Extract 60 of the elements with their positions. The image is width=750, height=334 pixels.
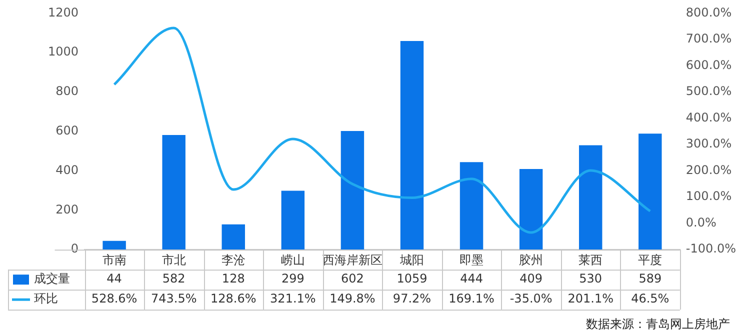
data-label: 299 <box>281 272 304 286</box>
legend-label: 环比 <box>34 292 58 306</box>
y-tick-label: 600 <box>56 124 79 138</box>
y2-tick-label: 100.0% <box>686 189 732 204</box>
data-label: 128.6% <box>210 292 256 306</box>
bar <box>162 134 186 250</box>
y2-tick-label: 200.0% <box>686 162 732 177</box>
bar <box>400 40 424 250</box>
data-label: 1059 <box>396 272 428 286</box>
line-series <box>113 26 652 234</box>
data-label: 169.1% <box>448 292 494 306</box>
x-tick-label: 莱西 <box>578 252 603 267</box>
bar <box>340 131 364 250</box>
y-tick-label: 1000 <box>48 44 79 59</box>
y2-tick-label: 600.0% <box>686 58 732 72</box>
x-tick-label: 城阳 <box>398 252 424 267</box>
data-label: 46.5% <box>631 292 670 306</box>
bar <box>222 224 245 250</box>
y2-tick-label: -100.0% <box>686 242 736 256</box>
data-label: 44 <box>106 272 122 286</box>
data-label: 201.1% <box>568 292 614 306</box>
bar <box>519 169 543 250</box>
data-label: 602 <box>341 272 364 286</box>
data-label: -35.0% <box>510 292 552 306</box>
data-label: 97.2% <box>392 292 432 306</box>
y-tick-label: 1200 <box>48 5 79 20</box>
y-tick-label: 200 <box>56 202 79 216</box>
bar <box>638 134 662 250</box>
data-label: 149.8% <box>330 292 376 306</box>
y2-tick-label: 500.0% <box>686 84 732 98</box>
x-tick-label: 胶州 <box>519 252 544 267</box>
y2-tick-label: 300.0% <box>686 136 732 151</box>
legend-label: 成交量 <box>34 272 70 286</box>
y2-tick-label: 700.0% <box>686 32 732 46</box>
data-label: 321.1% <box>270 292 316 306</box>
bar <box>460 162 484 250</box>
x-tick-label: 崂山 <box>280 252 305 267</box>
bar <box>102 240 126 250</box>
data-label: 530 <box>579 272 602 286</box>
y-tick-label: 800 <box>56 84 79 98</box>
data-label: 582 <box>162 272 186 286</box>
data-label: 444 <box>460 272 483 286</box>
y2-tick-label: 400.0% <box>686 110 732 124</box>
source-note: 数据来源：青岛网上房地产 <box>586 317 730 331</box>
y2-tick-label: 800.0% <box>686 5 732 20</box>
x-tick-label: 李沧 <box>221 252 246 267</box>
y2-tick-label: 0.0% <box>686 215 716 230</box>
x-tick-label: 平度 <box>638 252 662 267</box>
y-tick-label: 400 <box>56 162 79 177</box>
x-tick-label: 市北 <box>162 252 186 267</box>
x-tick-label: 即墨 <box>460 252 484 267</box>
x-tick-label: 市南 <box>102 252 126 267</box>
data-label: 128 <box>222 272 245 286</box>
x-tick-label: 西海岸新区 <box>322 252 382 267</box>
bar <box>281 190 305 250</box>
data-label: 409 <box>520 272 543 286</box>
data-label: 743.5% <box>150 292 197 306</box>
data-label: 589 <box>638 272 662 286</box>
data-label: 528.6% <box>91 292 138 306</box>
bar <box>579 145 602 250</box>
